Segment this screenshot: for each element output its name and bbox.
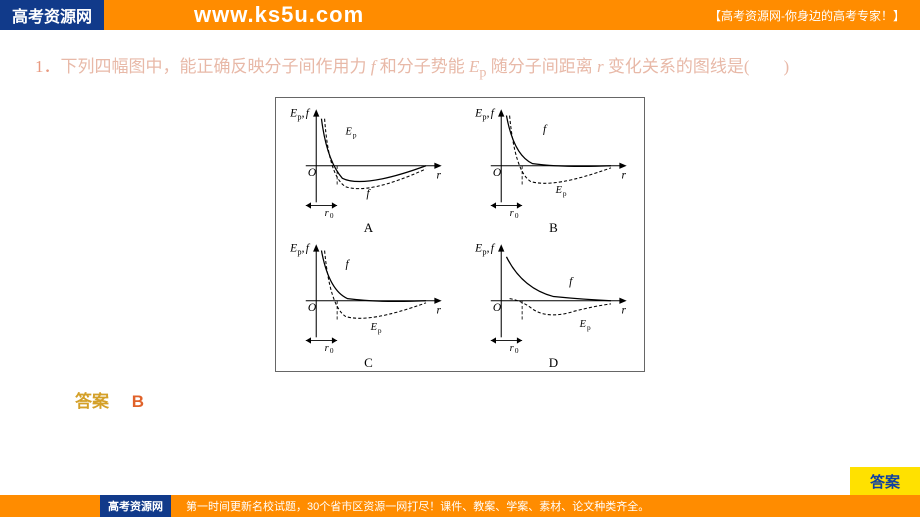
svg-text:f: f — [543, 123, 548, 135]
bottom-banner: 高考资源网 第一时间更新名校试题，30个省市区资源一网打尽！课件、教案、学案、素… — [0, 495, 920, 517]
footer-text: 第一时间更新名校试题，30个省市区资源一网打尽！课件、教案、学案、素材、论文种类… — [186, 498, 649, 514]
svg-text:r: r — [436, 304, 441, 316]
svg-text:E: E — [345, 126, 353, 137]
svg-text:0: 0 — [330, 211, 334, 218]
panel-a: Ep, fOrr0EpfA — [281, 103, 456, 233]
svg-text:f: f — [306, 242, 311, 254]
svg-text:f: f — [366, 188, 371, 200]
panel-d: Ep, fOrr0fEpD — [466, 238, 641, 368]
answer-label: 答案 — [75, 392, 109, 411]
svg-text:O: O — [308, 167, 317, 179]
svg-text:r: r — [621, 169, 626, 181]
site-url: www.ks5u.com — [194, 2, 364, 28]
svg-text:p: p — [353, 130, 357, 139]
panel-c: Ep, fOrr0fEpC — [281, 238, 456, 368]
svg-text:p: p — [563, 189, 567, 198]
svg-text:O: O — [308, 302, 317, 314]
question-number: 1． — [35, 57, 61, 76]
answer-value: B — [132, 392, 144, 411]
svg-text:,: , — [302, 107, 305, 119]
svg-text:f: f — [346, 258, 351, 270]
svg-text:p: p — [587, 323, 591, 332]
site-tagline: 【高考资源网-你身边的高考专家！】 — [709, 7, 905, 24]
svg-text:0: 0 — [515, 211, 519, 218]
svg-text:f: f — [569, 276, 574, 288]
svg-text:E: E — [555, 185, 563, 196]
svg-text:r: r — [621, 304, 626, 316]
svg-text:E: E — [474, 107, 482, 119]
site-logo: 高考资源网 — [0, 0, 104, 30]
svg-text:f: f — [306, 107, 311, 119]
answer-line: 答案 B — [75, 387, 885, 412]
svg-text:E: E — [370, 322, 378, 333]
question-text: 1．下列四幅图中，能正确反映分子间作用力 f 和分子势能 Ep 随分子间距离 r… — [35, 50, 885, 87]
answer-button[interactable]: 答案 — [850, 467, 920, 495]
svg-text:,: , — [302, 242, 305, 254]
svg-text:f: f — [491, 107, 496, 119]
panel-b: Ep, fOrr0fEpB — [466, 103, 641, 233]
svg-text:E: E — [289, 242, 297, 254]
svg-text:E: E — [289, 107, 297, 119]
svg-text:0: 0 — [330, 346, 334, 353]
svg-text:E: E — [579, 319, 587, 330]
content-area: 1．下列四幅图中，能正确反映分子间作用力 f 和分子势能 Ep 随分子间距离 r… — [0, 30, 920, 412]
svg-text:E: E — [474, 242, 482, 254]
figure-panel-grid: Ep, fOrr0EpfA Ep, fOrr0fEpB Ep, fOrr0fEp… — [275, 97, 645, 372]
footer-logo: 高考资源网 — [100, 495, 171, 517]
svg-text:,: , — [487, 107, 490, 119]
svg-text:O: O — [493, 302, 502, 314]
svg-text:0: 0 — [515, 346, 519, 353]
svg-text:r: r — [436, 169, 441, 181]
svg-text:O: O — [493, 167, 502, 179]
svg-text:f: f — [491, 242, 496, 254]
svg-text:,: , — [487, 242, 490, 254]
svg-text:p: p — [378, 326, 382, 335]
top-banner: 高考资源网 www.ks5u.com 【高考资源网-你身边的高考专家！】 — [0, 0, 920, 30]
